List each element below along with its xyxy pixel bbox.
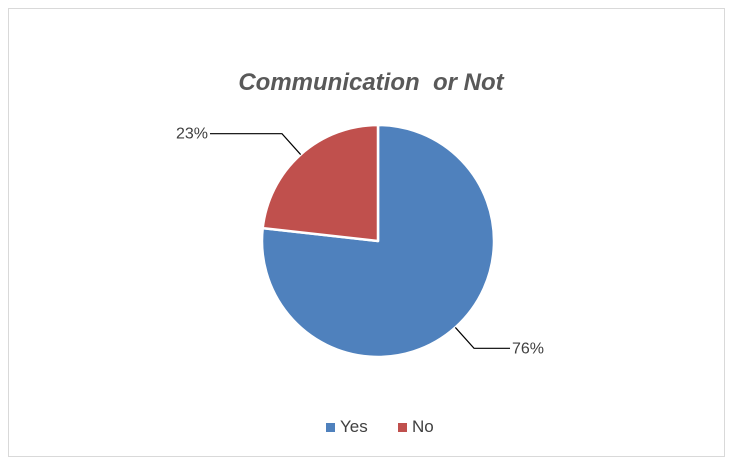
data-labels: 76% 23% — [176, 126, 544, 358]
chart-title: Communication or Not — [238, 69, 504, 96]
legend-swatch-no — [398, 423, 407, 432]
legend-swatch-yes — [326, 423, 335, 432]
data-label-yes: 76% — [512, 340, 544, 357]
pie-slices — [260, 123, 496, 359]
data-label-no: 23% — [176, 126, 208, 143]
leader-line-no — [209, 133, 302, 155]
legend-label-yes: Yes — [340, 417, 368, 436]
pie-slice-no — [261, 123, 380, 243]
leader-line-yes — [454, 327, 511, 349]
legend-label-no: No — [412, 417, 434, 436]
legend: Yes No — [326, 417, 434, 436]
